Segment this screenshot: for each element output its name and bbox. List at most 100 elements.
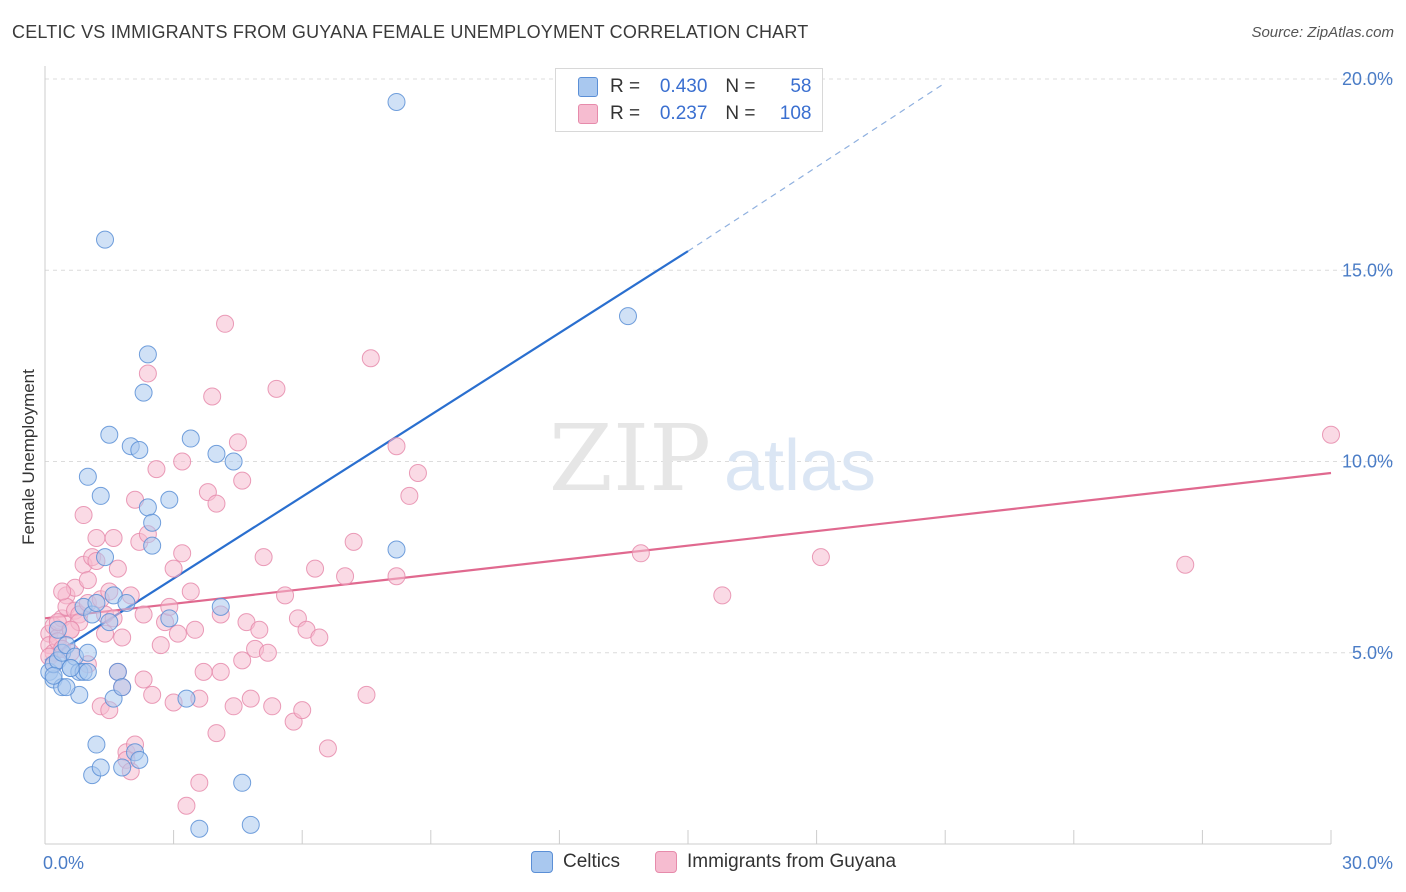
trendlines [44, 82, 1332, 662]
bottom-legend: Celtics Immigrants from Guyana [0, 851, 1406, 879]
guyana-point [190, 773, 209, 792]
legend-n-value: 58 [790, 76, 812, 97]
legend-n-label: N = [725, 76, 756, 97]
bottom-legend-swatch-celtics [531, 851, 553, 873]
guyana-point [216, 314, 235, 333]
watermark-zip: ZIP [549, 405, 711, 512]
celtics-point [143, 513, 162, 532]
celtics-point [87, 594, 106, 613]
guyana-point [164, 559, 183, 578]
source-label: Source: ZipAtlas.com [1251, 24, 1394, 41]
celtics-point [130, 750, 149, 769]
guyana-point [143, 685, 162, 704]
guyana-point [113, 628, 132, 647]
celtics-point [207, 444, 226, 463]
guyana-point [1176, 555, 1195, 574]
legend-n-label: N = [725, 103, 756, 124]
chart-title: CELTIC VS IMMIGRANTS FROM GUYANA FEMALE … [12, 22, 809, 42]
celtics-trendline [44, 250, 689, 662]
celtics-point [87, 735, 106, 754]
guyana-point [173, 452, 192, 471]
guyana-points [40, 314, 1340, 815]
guyana-point [53, 582, 72, 601]
guyana-point [224, 697, 243, 716]
guyana-point [147, 460, 166, 479]
bottom-legend-guyana: Immigrants from Guyana [655, 851, 896, 873]
celtics-point [177, 689, 196, 708]
celtics-point [138, 498, 157, 517]
celtics-point [96, 230, 115, 249]
guyana-point [138, 364, 157, 383]
celtics-point [100, 425, 119, 444]
guyana-trendline [44, 471, 1332, 620]
watermark-atlas: atlas [724, 426, 876, 506]
celtics-point [78, 662, 97, 681]
celtics-point [91, 486, 110, 505]
celtics-point [48, 620, 67, 639]
guyana-point [267, 379, 286, 398]
legend: R = 0.430 N = 58 R = 0.237 N = 108 [555, 68, 823, 132]
guyana-point [207, 724, 226, 743]
guyana-point [87, 529, 106, 547]
watermark: ZIP atlas [549, 405, 876, 512]
legend-r-label: R = [610, 76, 641, 97]
guyana-point [74, 506, 93, 525]
guyana-point [203, 387, 222, 406]
celtics-point [160, 609, 179, 628]
y-tick-label: 20.0% [1342, 69, 1393, 89]
legend-row-celtics: R = 0.430 N = 58 [578, 74, 812, 100]
guyana-point [293, 701, 312, 720]
guyana-point [173, 544, 192, 563]
guyana-point [357, 685, 376, 704]
celtics-point [113, 678, 132, 697]
celtics-points [40, 92, 637, 838]
celtics-point [96, 548, 115, 567]
celtics-point [211, 597, 230, 616]
guyana-point [108, 559, 127, 578]
celtics-point [100, 613, 119, 632]
celtics-point [130, 441, 149, 460]
guyana-point [400, 486, 419, 505]
guyana-point [168, 624, 187, 643]
guyana-point [361, 349, 380, 368]
guyana-point [258, 643, 277, 662]
celtics-point [160, 490, 179, 509]
legend-n-value: 108 [779, 103, 812, 124]
guyana-point [1322, 425, 1340, 444]
guyana-point [241, 689, 260, 708]
legend-r-label: R = [610, 103, 641, 124]
guyana-point [713, 586, 732, 605]
celtics-point [143, 536, 162, 555]
celtics-point [138, 345, 157, 364]
guyana-point [233, 471, 252, 490]
guyana-point [310, 628, 329, 647]
legend-r-value: 0.237 [659, 103, 708, 124]
legend-r-value: 0.430 [659, 76, 708, 97]
celtics-point [61, 659, 80, 678]
legend-swatch-celtics [578, 77, 598, 97]
guyana-point [276, 586, 295, 605]
guyana-point [194, 662, 213, 681]
celtics-point [134, 383, 153, 402]
celtics-point [113, 758, 132, 777]
bottom-legend-celtics: Celtics [531, 851, 620, 873]
guyana-point [254, 548, 273, 567]
celtics-point [57, 678, 76, 697]
guyana-point [211, 662, 230, 681]
guyana-point [134, 670, 153, 689]
bottom-legend-label-guyana: Immigrants from Guyana [687, 851, 897, 872]
legend-row-guyana: R = 0.237 N = 108 [578, 101, 812, 127]
celtics-point [190, 819, 209, 838]
celtics-point [91, 758, 110, 777]
guyana-point [263, 697, 282, 716]
celtics-point [233, 773, 252, 792]
guyana-point [387, 567, 406, 586]
celtics-point [387, 540, 406, 559]
celtics-trendline-extension [687, 82, 946, 252]
guyana-point [811, 548, 830, 567]
y-axis-title: Female Unemployment [19, 369, 38, 545]
y-tick-label: 15.0% [1342, 260, 1393, 280]
guyana-point [336, 567, 355, 586]
x-tick-label: 30.0% [1342, 853, 1393, 873]
